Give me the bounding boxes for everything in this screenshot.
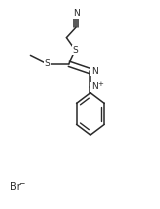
- Text: N: N: [91, 66, 98, 76]
- Text: −: −: [18, 179, 24, 189]
- Text: +: +: [97, 81, 103, 87]
- Text: N: N: [91, 82, 97, 91]
- Text: S: S: [44, 59, 50, 68]
- Text: N: N: [73, 9, 79, 18]
- Text: Br: Br: [10, 182, 20, 192]
- Text: S: S: [72, 46, 78, 55]
